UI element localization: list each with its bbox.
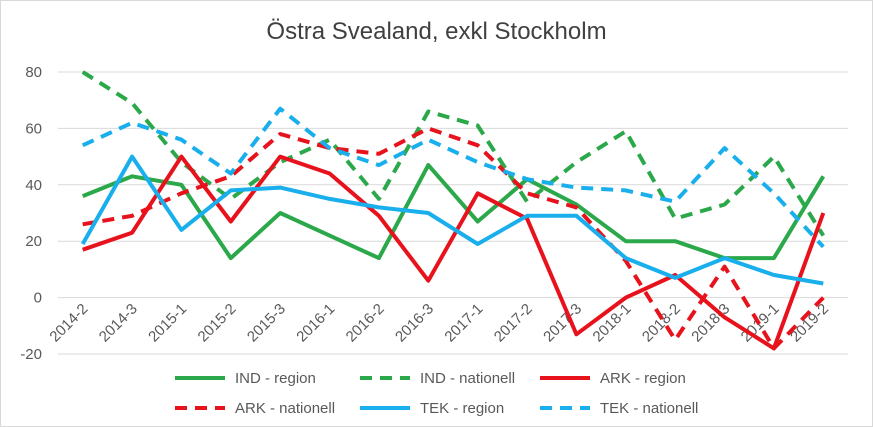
x-tick-label: 2016-2	[343, 300, 388, 345]
chart-title: Östra Svealand, exkl Stockholm	[266, 18, 607, 45]
x-tick-label: 2014-3	[96, 300, 141, 345]
series-line	[82, 154, 826, 351]
x-tick-label: 2017-2	[491, 300, 536, 345]
x-tick-label: 2015-2	[195, 300, 240, 345]
x-tick-label: 2015-1	[145, 300, 190, 345]
legend-label: TEK - nationell	[600, 400, 698, 417]
x-tick-label: 2019-2	[787, 300, 832, 345]
series-line	[81, 70, 825, 237]
x-tick-label: 2015-3	[244, 300, 289, 345]
y-tick-label: 40	[25, 177, 42, 194]
y-tick-label: 0	[34, 290, 42, 307]
y-tick-label: -20	[20, 346, 42, 363]
series-line	[82, 126, 825, 351]
series-line	[81, 106, 825, 249]
series-layer	[80, 70, 826, 351]
x-tick-label: 2014-2	[46, 300, 91, 345]
legend-label: IND - region	[235, 370, 316, 387]
grid-layer	[58, 71, 848, 355]
y-tick-label: 60	[25, 120, 42, 137]
series-line	[80, 154, 824, 286]
x-tick-label: 2017-1	[441, 300, 486, 345]
y-tick-label: 80	[25, 64, 42, 81]
legend-label: TEK - region	[420, 400, 504, 417]
x-tick-label: 2016-1	[293, 300, 338, 345]
x-tick-label: 2018-2	[639, 300, 684, 345]
x-tick-label: 2016-3	[392, 300, 437, 345]
series-line	[81, 163, 826, 261]
y-axis-ticks: -20 0 20 40 60 80	[20, 64, 42, 363]
legend: IND - region IND - nationell ARK - region A…	[175, 370, 698, 417]
legend-label: ARK - nationell	[235, 400, 335, 417]
legend-label: ARK - region	[600, 370, 686, 387]
legend-label: IND - nationell	[420, 370, 515, 387]
y-tick-label: 20	[25, 233, 42, 250]
